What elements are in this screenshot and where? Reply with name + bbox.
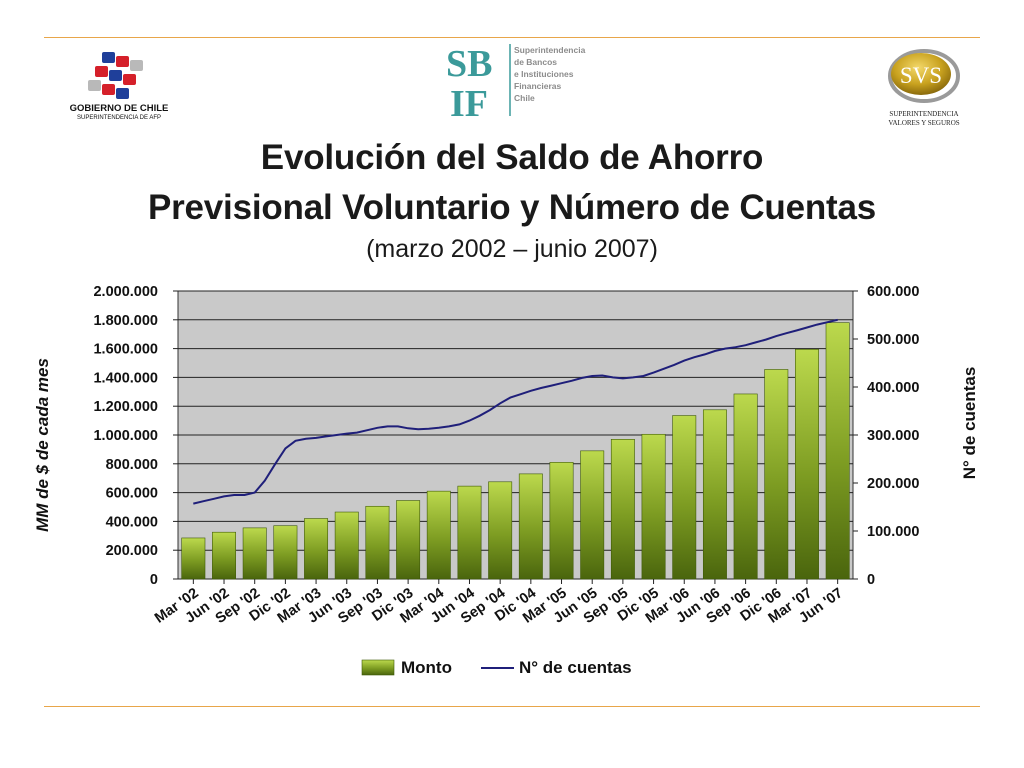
logo-cube	[102, 84, 115, 95]
line-series-cuentas	[193, 318, 838, 505]
y-right-tick-label: 0	[867, 572, 875, 588]
y-left-tick-label: 1.200.000	[93, 399, 158, 415]
y-axis-left-label: MM de $ de cada mes	[33, 358, 52, 532]
bar	[396, 500, 421, 580]
y-right-tick-label: 200.000	[867, 476, 919, 492]
top-divider	[44, 37, 980, 38]
y-right-tick-label: 600.000	[867, 284, 919, 300]
y-right-tick-label: 400.000	[867, 380, 919, 396]
sbif-line-5: Chile	[514, 93, 535, 103]
y-left-tick-label: 0	[150, 572, 158, 588]
bar	[181, 537, 206, 580]
chart: 0 200.000 400.000 600.000 800.000 1.000.000 1.…	[33, 284, 979, 677]
y-left-tick-label: 1.400.000	[93, 370, 158, 386]
svs-line2: VALORES Y SEGUROS	[888, 119, 959, 127]
y-left-tick-label: 800.000	[106, 457, 158, 473]
logo-cube	[109, 70, 122, 81]
bar	[242, 527, 267, 580]
y-axis-right-ticks: 0 100.000 200.000 300.000 400.000 500.000 600.…	[853, 284, 919, 588]
legend-swatch-monto	[361, 659, 395, 676]
y-left-tick-label: 1.600.000	[93, 342, 158, 358]
bar	[334, 511, 359, 580]
bar	[580, 450, 605, 580]
y-right-tick-label: 500.000	[867, 332, 919, 348]
y-left-tick-label: 600.000	[106, 486, 158, 502]
sbif-line-3: e Instituciones	[514, 69, 574, 79]
bar	[304, 518, 329, 580]
logo-cube	[123, 74, 136, 85]
logo-cube	[95, 66, 108, 77]
bar	[702, 409, 727, 580]
sbif-line-2: de Bancos	[514, 57, 557, 67]
logo-cube	[116, 56, 129, 67]
legend: Monto N° de cuentas	[361, 658, 632, 677]
gobierno-logo-line1: GOBIERNO DE CHILE	[70, 103, 169, 114]
sbif-mark-bottom: IF	[450, 83, 488, 120]
bar	[733, 393, 758, 580]
svs-mark: SVS	[900, 63, 942, 88]
svs-logo: SVS SUPERINTENDENCIA VALORES Y SEGUROS	[888, 49, 960, 127]
y-left-tick-label: 1.000.000	[93, 428, 158, 444]
bar	[518, 473, 543, 580]
bar	[273, 525, 298, 580]
y-right-tick-label: 100.000	[867, 524, 919, 540]
slide-title-line2: Previsional Voluntario y Número de Cuent…	[147, 188, 877, 227]
y-axis-left-ticks: 0 200.000 400.000 600.000 800.000 1.000.000 1.…	[93, 284, 178, 588]
bar	[764, 369, 789, 580]
bars-monto	[181, 322, 850, 580]
bar	[549, 462, 574, 580]
sbif-logo: SB IF Superintendencia de Bancos e Insti…	[446, 43, 586, 120]
sbif-line-4: Financieras	[514, 81, 562, 91]
legend-label-monto: Monto	[401, 658, 452, 677]
bar	[641, 433, 666, 580]
svs-line1: SUPERINTENDENCIA	[889, 110, 958, 118]
bar	[426, 490, 451, 580]
y-left-tick-label: 2.000.000	[93, 284, 158, 300]
y-right-tick-label: 300.000	[867, 428, 919, 444]
logo-cube	[116, 88, 129, 99]
bar	[672, 415, 697, 580]
bar	[212, 531, 236, 580]
bar	[488, 481, 513, 580]
sbif-line-1: Superintendencia	[514, 45, 586, 55]
y-axis-right-label: N° de cuentas	[960, 367, 979, 480]
bar	[365, 505, 390, 580]
bar	[610, 439, 635, 580]
bar	[825, 322, 850, 580]
y-left-tick-label: 200.000	[106, 543, 158, 559]
y-left-tick-label: 400.000	[106, 514, 158, 530]
gobierno-logo-line2: SUPERINTENDENCIA DE AFP	[77, 115, 161, 121]
legend-label-cuentas: N° de cuentas	[519, 658, 632, 677]
bottom-divider	[44, 706, 980, 707]
bar	[795, 349, 819, 580]
gobierno-de-chile-logo: GOBIERNO DE CHILE SUPERINTENDENCIA DE AF…	[70, 52, 169, 121]
y-left-tick-label: 1.800.000	[93, 313, 158, 329]
bar	[457, 485, 482, 580]
slide-subtitle: (marzo 2002 – junio 2007)	[366, 235, 658, 263]
logo-cube	[88, 80, 101, 91]
logo-cube	[130, 60, 143, 71]
sbif-mark-top: SB	[446, 43, 492, 85]
slide-title-line1: Evolución del Saldo de Ahorro	[260, 138, 764, 177]
logo-cube	[102, 52, 115, 63]
